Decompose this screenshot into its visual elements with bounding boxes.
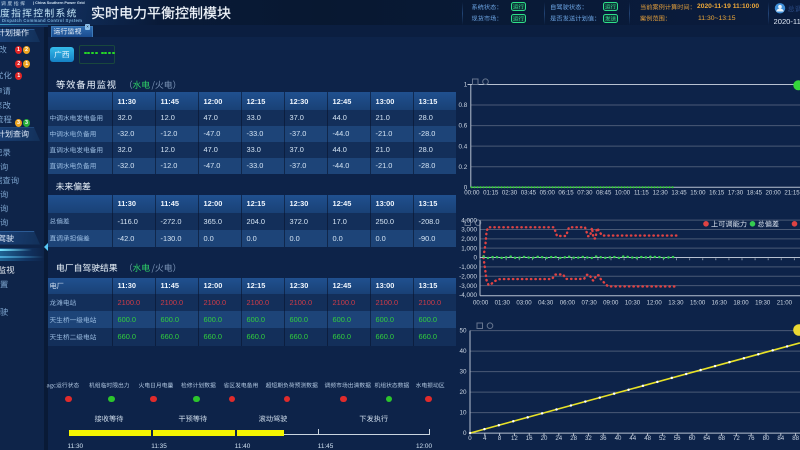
svg-text:11:15: 11:15 [634,189,649,196]
svg-text:00:00: 00:00 [473,299,489,306]
svg-text:30: 30 [459,369,467,376]
svg-text:06:15: 06:15 [558,189,574,196]
svg-text:-3,000: -3,000 [459,283,477,290]
svg-text:04:30: 04:30 [538,299,554,306]
svg-text:0: 0 [473,255,477,262]
svg-text:12: 12 [511,435,518,442]
svg-text:15:00: 15:00 [690,189,706,196]
svg-text:0.6: 0.6 [459,123,468,130]
svg-text:13:45: 13:45 [671,189,687,196]
svg-text:4: 4 [483,435,487,442]
svg-text:0: 0 [464,184,468,191]
svg-text:-1,000: -1,000 [459,264,477,271]
svg-text:16: 16 [526,435,533,442]
svg-text:0: 0 [468,435,472,442]
svg-text:05:00: 05:00 [540,189,556,196]
svg-text:80: 80 [763,435,770,442]
svg-text:40: 40 [615,435,622,442]
svg-text:0.4: 0.4 [459,143,468,150]
svg-text:52: 52 [659,435,666,442]
svg-text:48: 48 [644,435,651,442]
svg-text:44: 44 [629,435,636,442]
svg-text:40: 40 [459,348,467,355]
svg-text:20: 20 [459,389,467,396]
svg-text:8: 8 [498,435,502,442]
svg-text:10:00: 10:00 [615,189,631,196]
svg-text:24: 24 [555,435,562,442]
svg-text:64: 64 [703,435,710,442]
svg-text:28: 28 [570,435,577,442]
svg-text:2,000: 2,000 [461,236,477,243]
svg-text:10:30: 10:30 [625,299,641,306]
svg-text:1: 1 [464,82,468,89]
svg-text:36: 36 [600,435,607,442]
svg-text:0.2: 0.2 [459,164,468,171]
svg-text:16:30: 16:30 [712,299,728,306]
svg-text:18:45: 18:45 [747,189,763,196]
svg-text:01:15: 01:15 [483,189,499,196]
svg-text:32: 32 [585,435,592,442]
svg-text:10: 10 [459,410,467,417]
svg-text:21:00: 21:00 [777,299,793,306]
svg-text:02:30: 02:30 [502,189,518,196]
svg-text:0: 0 [463,430,467,437]
svg-text:3,000: 3,000 [461,227,477,234]
svg-text:06:00: 06:00 [560,299,576,306]
svg-text:08:45: 08:45 [596,189,612,196]
svg-text:16:15: 16:15 [709,189,725,196]
svg-text:12:30: 12:30 [653,189,669,196]
svg-text:18:00: 18:00 [733,299,749,306]
svg-text:84: 84 [777,435,784,442]
svg-text:0.8: 0.8 [459,102,468,109]
svg-text:00:00: 00:00 [464,189,480,196]
svg-text:50: 50 [459,328,467,335]
svg-text:68: 68 [718,435,725,442]
svg-text:07:30: 07:30 [581,299,597,306]
svg-text:13:30: 13:30 [668,299,684,306]
svg-text:56: 56 [674,435,681,442]
svg-text:1,000: 1,000 [461,245,477,252]
svg-text:19:30: 19:30 [755,299,771,306]
svg-text:15:00: 15:00 [690,299,706,306]
svg-text:21:15: 21:15 [784,189,800,196]
svg-text:88: 88 [792,435,799,442]
svg-text:76: 76 [748,435,755,442]
svg-text:03:00: 03:00 [516,299,532,306]
svg-text:07:30: 07:30 [577,189,593,196]
svg-text:20:00: 20:00 [766,189,782,196]
svg-text:12:00: 12:00 [647,299,663,306]
svg-text:01:30: 01:30 [495,299,511,306]
svg-text:4,000: 4,000 [461,217,477,224]
svg-text:60: 60 [689,435,696,442]
svg-text:-2,000: -2,000 [459,273,477,280]
svg-text:09:00: 09:00 [603,299,619,306]
svg-text:72: 72 [733,435,740,442]
svg-text:03:45: 03:45 [521,189,537,196]
svg-text:20: 20 [541,435,548,442]
svg-text:17:30: 17:30 [728,189,744,196]
svg-text:-4,000: -4,000 [459,292,477,299]
